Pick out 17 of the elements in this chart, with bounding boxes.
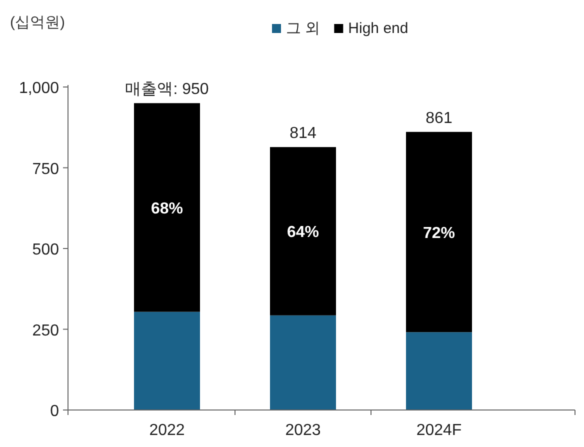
- legend-label: 그 외: [286, 20, 320, 37]
- y-tick-label: 500: [32, 242, 60, 258]
- legend-label: High end: [348, 20, 408, 37]
- y-tick-label: 750: [32, 160, 60, 178]
- total-label: 814: [290, 125, 316, 142]
- y-tick-label: 0: [50, 403, 60, 420]
- total-label: 861: [426, 110, 452, 127]
- x-tick-label: 2022: [149, 422, 185, 439]
- annotation: 68%: [150, 200, 184, 218]
- y-tick-label: 250: [32, 322, 60, 340]
- annotation: 72%: [422, 225, 456, 242]
- x-tick-label: 2024F: [416, 422, 462, 439]
- x-tick-label: 2023: [285, 422, 321, 439]
- annotation: 64%: [286, 224, 320, 242]
- y-axis-title: (십억원): [10, 14, 65, 31]
- total-label: 매출액: 950: [125, 81, 209, 98]
- y-tick-label: 1,000: [18, 80, 60, 97]
